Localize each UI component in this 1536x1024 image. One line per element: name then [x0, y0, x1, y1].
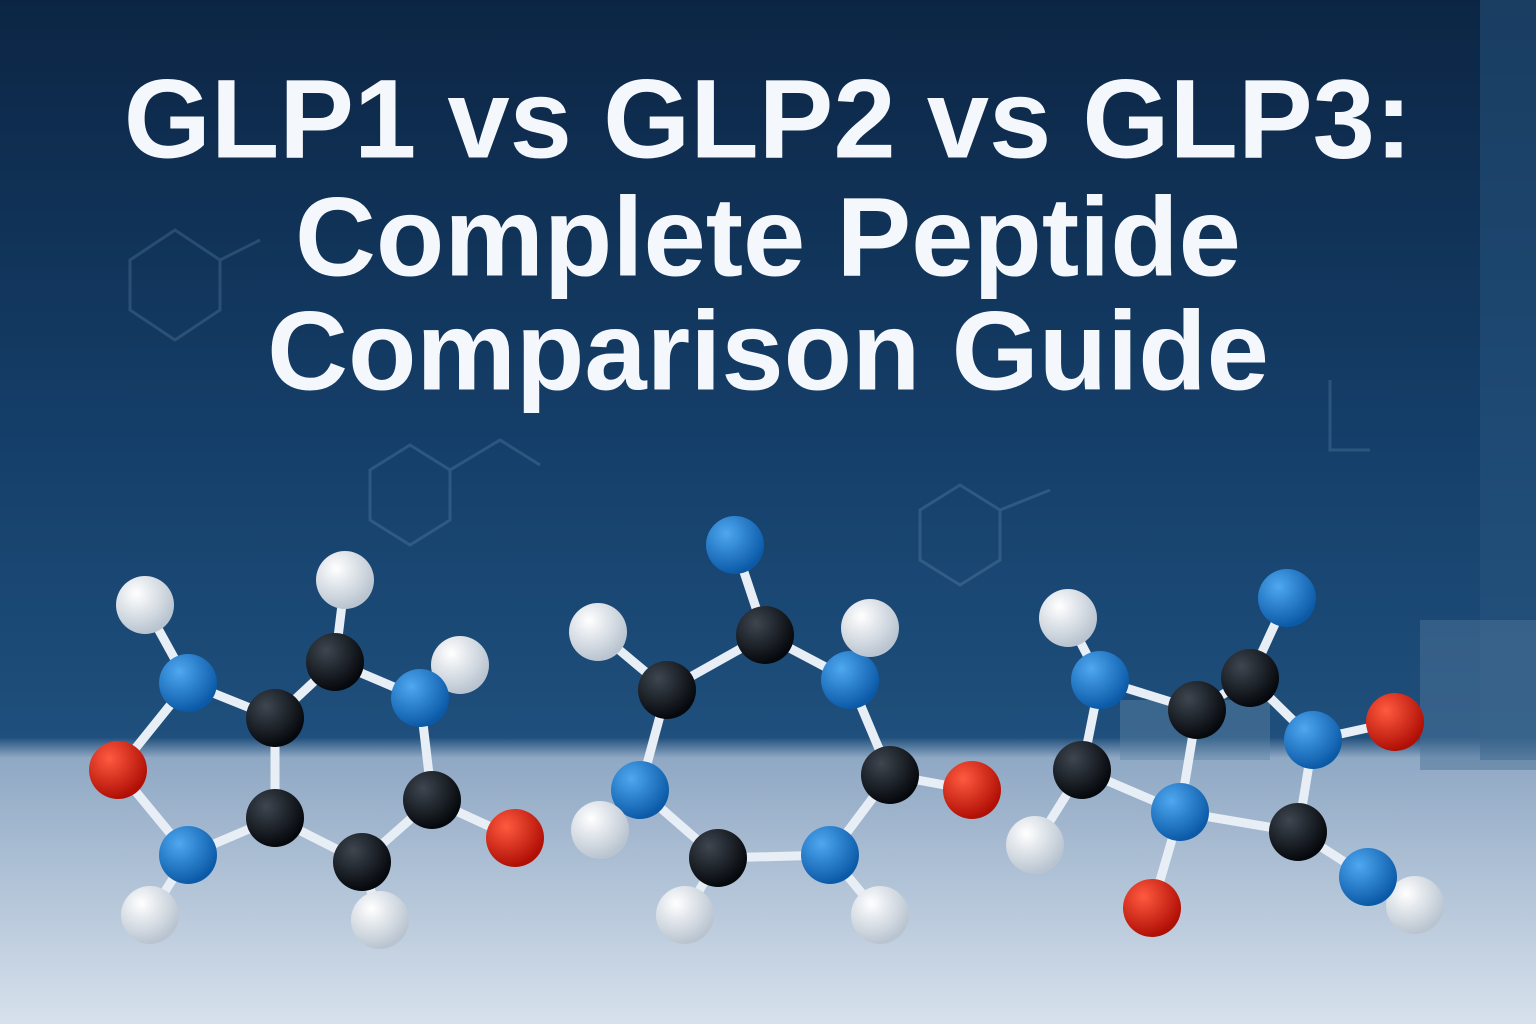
chalk-formulas	[128, 228, 1370, 587]
atom	[1366, 693, 1424, 751]
atom	[116, 576, 174, 634]
atom	[569, 603, 627, 661]
atom	[246, 689, 304, 747]
atom	[1151, 783, 1209, 841]
atom	[431, 636, 489, 694]
atom	[391, 669, 449, 727]
atom	[706, 516, 764, 574]
atom	[1039, 589, 1097, 647]
atom	[841, 599, 899, 657]
atom	[89, 741, 147, 799]
atom	[1221, 649, 1279, 707]
atom	[736, 606, 794, 664]
atom	[821, 651, 879, 709]
title-line: Comparison Guide	[267, 289, 1269, 414]
atom	[689, 829, 747, 887]
atom	[1284, 711, 1342, 769]
atom	[611, 761, 669, 819]
atom	[1123, 879, 1181, 937]
title-line: GLP1 vs GLP2 vs GLP3:	[124, 57, 1413, 182]
atom	[1269, 803, 1327, 861]
atom	[656, 886, 714, 944]
atom	[851, 886, 909, 944]
atom	[316, 551, 374, 609]
atom	[1339, 848, 1397, 906]
atom	[403, 771, 461, 829]
atom	[246, 789, 304, 847]
atom	[801, 826, 859, 884]
atom	[571, 801, 629, 859]
atom	[486, 809, 544, 867]
atom	[159, 654, 217, 712]
atom	[1006, 816, 1064, 874]
rack	[1420, 620, 1536, 770]
atom	[1053, 741, 1111, 799]
atom	[333, 833, 391, 891]
atom	[306, 633, 364, 691]
atom	[1258, 569, 1316, 627]
atom	[861, 746, 919, 804]
atom	[351, 891, 409, 949]
molecule-models	[89, 516, 1444, 949]
atom	[121, 886, 179, 944]
atom	[1386, 876, 1444, 934]
atom	[1168, 681, 1226, 739]
atom	[159, 826, 217, 884]
atom	[638, 661, 696, 719]
atom	[1071, 651, 1129, 709]
title-line: Complete Peptide	[295, 175, 1241, 300]
atom	[943, 761, 1001, 819]
